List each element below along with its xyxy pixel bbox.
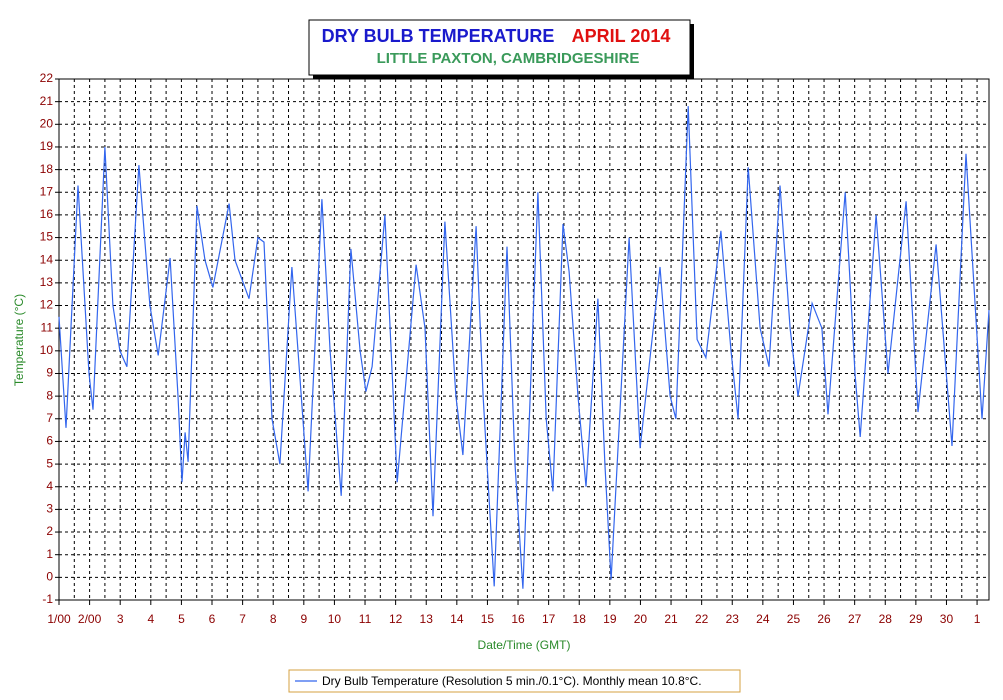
x-tick-label: 15 [481,612,495,626]
x-tick-label: 26 [817,612,831,626]
y-axis-label: Temperature (°C) [12,294,26,386]
x-tick-label: 1 [974,612,981,626]
x-tick-label: 22 [695,612,709,626]
y-tick-label: 2 [46,524,53,538]
y-tick-label: 10 [40,343,54,357]
y-tick-label: 0 [46,570,53,584]
x-tick-label: 29 [909,612,923,626]
y-tick-label: 8 [46,388,53,402]
y-tick-label: 15 [40,230,54,244]
y-tick-label: 20 [40,116,54,130]
legend-label: Dry Bulb Temperature (Resolution 5 min./… [322,674,702,688]
x-tick-label: 7 [239,612,246,626]
x-tick-label: 12 [389,612,403,626]
y-tick-label: 9 [46,366,53,380]
plot-frame [58,78,990,601]
x-tick-label: 8 [270,612,277,626]
x-tick-label: 25 [787,612,801,626]
x-tick-label: 14 [450,612,464,626]
chart-title-period: APRIL 2014 [572,26,671,46]
y-tick-label: 5 [46,456,53,470]
y-tick-label: 12 [40,298,54,312]
x-axis-label: Date/Time (GMT) [478,638,571,652]
x-tick-label: 24 [756,612,770,626]
y-tick-label: 16 [40,207,54,221]
y-tick-label: 4 [46,479,53,493]
x-tick-label: 17 [542,612,556,626]
chart-title: DRY BULB TEMPERATURE [322,26,555,46]
x-tick-label: 4 [147,612,154,626]
y-tick-label: 7 [46,411,53,425]
y-tick-label: 14 [40,252,54,266]
data-line [58,106,990,589]
y-tick-label: 17 [40,184,54,198]
x-tick-label: 28 [879,612,893,626]
y-tick-label: 11 [41,320,54,334]
x-tick-label: 11 [359,612,372,626]
x-tick-label: 9 [300,612,307,626]
y-tick-label: 21 [40,94,54,108]
title-box [308,19,691,76]
y-tick-label: -1 [42,592,53,606]
x-tick-label: 18 [573,612,587,626]
y-tick-label: 3 [46,502,53,516]
y-tick-label: 13 [40,275,54,289]
chart-subtitle: LITTLE PAXTON, CAMBRIDGESHIRE [377,50,640,67]
x-tick-label: 5 [178,612,185,626]
x-tick-label: 1/00 [47,612,71,626]
x-tick-label: 27 [848,612,862,626]
x-tick-label: 23 [726,612,740,626]
x-tick-label: 21 [664,612,678,626]
x-tick-label: 2/00 [78,612,102,626]
x-tick-label: 10 [328,612,342,626]
x-tick-label: 13 [420,612,434,626]
legend-box [288,669,741,693]
x-tick-label: 16 [511,612,525,626]
x-tick-label: 30 [940,612,954,626]
y-tick-label: 1 [46,547,53,561]
y-tick-label: 19 [40,139,54,153]
x-tick-label: 20 [634,612,648,626]
y-tick-label: 22 [40,71,54,85]
y-tick-label: 6 [46,434,53,448]
x-tick-label: 19 [603,612,617,626]
x-tick-label: 6 [209,612,216,626]
x-tick-label: 3 [117,612,124,626]
y-tick-label: 18 [40,162,54,176]
